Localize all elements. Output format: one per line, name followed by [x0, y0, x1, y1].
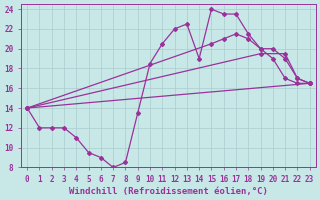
X-axis label: Windchill (Refroidissement éolien,°C): Windchill (Refroidissement éolien,°C) — [69, 187, 268, 196]
